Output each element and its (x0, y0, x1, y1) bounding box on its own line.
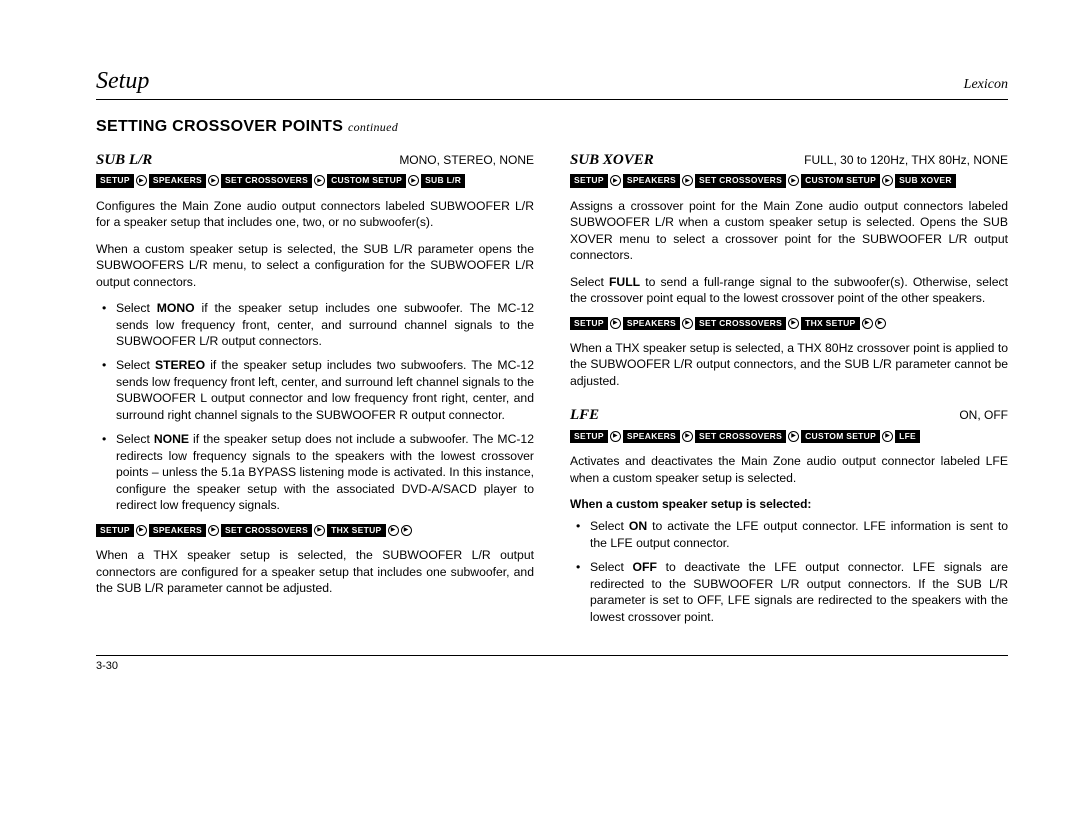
crumb: SPEAKERS (149, 524, 206, 537)
breadcrumb: SETUP SPEAKERS SET CROSSOVERS CUSTOM SET… (96, 174, 534, 187)
header-right: Lexicon (964, 77, 1008, 93)
list-item: Select NONE if the speaker setup does no… (116, 431, 534, 513)
bold: NONE (154, 432, 189, 446)
crumb: SETUP (570, 317, 608, 330)
text: Select (570, 275, 609, 289)
header-left: Setup (96, 68, 149, 95)
text: Select (116, 358, 155, 372)
crumb: SPEAKERS (623, 317, 680, 330)
body-text: Configures the Main Zone audio output co… (96, 198, 534, 231)
arrow-icon (388, 525, 399, 536)
arrow-icon (788, 431, 799, 442)
breadcrumb: SETUP SPEAKERS SET CROSSOVERS CUSTOM SET… (570, 430, 1008, 443)
crumb: SPEAKERS (149, 174, 206, 187)
text: Select (116, 301, 157, 315)
bold: FULL (609, 275, 640, 289)
page: Setup Lexicon SETTING CROSSOVER POINTS c… (0, 0, 1080, 696)
list-item: Select OFF to deactivate the LFE output … (590, 559, 1008, 625)
crumb: SPEAKERS (623, 430, 680, 443)
section-title: SETTING CROSSOVER POINTS continued (96, 118, 1008, 136)
crumb-active: SUB L/R (421, 174, 465, 187)
body-text: Activates and deactivates the Main Zone … (570, 453, 1008, 486)
param-row-sub-xover: SUB XOVER FULL, 30 to 120Hz, THX 80Hz, N… (570, 150, 1008, 170)
body-text: When a THX speaker setup is selected, th… (96, 547, 534, 596)
body-text: When a THX speaker setup is selected, a … (570, 340, 1008, 389)
arrow-icon (610, 431, 621, 442)
bold: ON (629, 519, 647, 533)
arrow-icon (610, 175, 621, 186)
page-number: 3-30 (96, 655, 1008, 672)
section-title-text: SETTING CROSSOVER POINTS (96, 118, 343, 135)
arrow-icon (401, 525, 412, 536)
param-options: FULL, 30 to 120Hz, THX 80Hz, NONE (804, 152, 1008, 168)
list-item: Select STEREO if the speaker setup inclu… (116, 357, 534, 423)
crumb: SPEAKERS (623, 174, 680, 187)
list-item: Select MONO if the speaker setup include… (116, 300, 534, 349)
arrow-icon (136, 175, 147, 186)
arrow-icon (408, 175, 419, 186)
breadcrumb: SETUP SPEAKERS SET CROSSOVERS THX SETUP (96, 524, 534, 537)
text: to activate the LFE output connector. LF… (590, 519, 1008, 549)
body-text: When a custom speaker setup is selected,… (96, 241, 534, 290)
crumb: SET CROSSOVERS (695, 430, 786, 443)
arrow-icon (788, 175, 799, 186)
section-continued: continued (348, 120, 398, 134)
crumb: SETUP (570, 430, 608, 443)
arrow-icon (208, 525, 219, 536)
param-row-lfe: LFE ON, OFF (570, 405, 1008, 425)
crumb: CUSTOM SETUP (327, 174, 406, 187)
content-columns: SUB L/R MONO, STEREO, NONE SETUP SPEAKER… (96, 150, 1008, 635)
arrow-icon (682, 175, 693, 186)
crumb: SETUP (96, 524, 134, 537)
body-text: Assigns a crossover point for the Main Z… (570, 198, 1008, 264)
crumb-active: SUB XOVER (895, 174, 956, 187)
arrow-icon (875, 318, 886, 329)
crumb: THX SETUP (327, 524, 385, 537)
arrow-icon (136, 525, 147, 536)
param-name: LFE (570, 405, 599, 425)
crumb: CUSTOM SETUP (801, 430, 880, 443)
crumb-active: LFE (895, 430, 920, 443)
crumb: THX SETUP (801, 317, 859, 330)
param-name: SUB XOVER (570, 150, 654, 170)
right-column: SUB XOVER FULL, 30 to 120Hz, THX 80Hz, N… (570, 150, 1008, 635)
crumb: SET CROSSOVERS (221, 524, 312, 537)
bold: OFF (633, 560, 657, 574)
crumb: SETUP (570, 174, 608, 187)
arrow-icon (882, 175, 893, 186)
text: Select (590, 560, 633, 574)
param-name: SUB L/R (96, 150, 152, 170)
arrow-icon (208, 175, 219, 186)
crumb: SET CROSSOVERS (221, 174, 312, 187)
crumb: CUSTOM SETUP (801, 174, 880, 187)
text: Select (116, 432, 154, 446)
arrow-icon (314, 175, 325, 186)
param-options: MONO, STEREO, NONE (399, 152, 534, 168)
bold: STEREO (155, 358, 205, 372)
option-list: Select ON to activate the LFE output con… (570, 518, 1008, 625)
arrow-icon (882, 431, 893, 442)
arrow-icon (610, 318, 621, 329)
breadcrumb: SETUP SPEAKERS SET CROSSOVERS CUSTOM SET… (570, 174, 1008, 187)
text: Select (590, 519, 629, 533)
param-options: ON, OFF (959, 407, 1008, 423)
param-row-sub-lr: SUB L/R MONO, STEREO, NONE (96, 150, 534, 170)
subheading: When a custom speaker setup is selected: (570, 496, 1008, 512)
crumb: SET CROSSOVERS (695, 317, 786, 330)
arrow-icon (862, 318, 873, 329)
arrow-icon (682, 318, 693, 329)
crumb: SETUP (96, 174, 134, 187)
arrow-icon (788, 318, 799, 329)
list-item: Select ON to activate the LFE output con… (590, 518, 1008, 551)
crumb: SET CROSSOVERS (695, 174, 786, 187)
bold: MONO (157, 301, 195, 315)
body-text: Select FULL to send a full-range signal … (570, 274, 1008, 307)
breadcrumb: SETUP SPEAKERS SET CROSSOVERS THX SETUP (570, 317, 1008, 330)
option-list: Select MONO if the speaker setup include… (96, 300, 534, 514)
arrow-icon (682, 431, 693, 442)
arrow-icon (314, 525, 325, 536)
left-column: SUB L/R MONO, STEREO, NONE SETUP SPEAKER… (96, 150, 534, 635)
page-header: Setup Lexicon (96, 68, 1008, 100)
